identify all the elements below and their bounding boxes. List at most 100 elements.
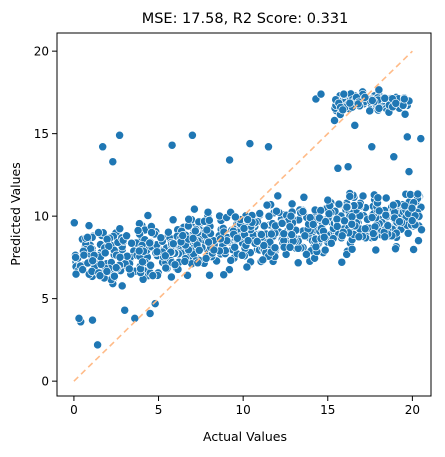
data-point [148,271,158,281]
reference-line [73,50,413,382]
data-point [102,266,112,276]
data-point [109,271,119,281]
data-point [345,191,355,201]
data-point [279,229,289,239]
data-point [264,142,273,152]
data-point [256,230,266,239]
data-point [202,225,212,235]
data-point [84,221,94,231]
data-point [388,200,398,210]
data-point [403,228,413,238]
data-point [272,206,281,216]
data-point [368,229,378,239]
data-point [311,242,321,252]
reference-line-group [73,50,413,382]
data-point [133,226,143,235]
data-point [230,242,240,252]
data-point [347,244,357,254]
data-point [152,247,162,257]
y-tick-label: 15 [34,127,49,141]
data-point [266,229,276,239]
data-point [252,236,262,246]
plot-frame [56,32,432,397]
data-point [189,204,199,214]
data-point [381,193,391,203]
data-point [190,226,200,236]
data-point [209,245,219,255]
data-point [402,132,412,142]
data-point [180,256,190,266]
data-point [115,130,125,140]
x-tick-label: 15 [320,403,335,417]
data-point [143,211,153,220]
data-point [330,116,339,125]
data-point [74,313,84,323]
data-point [374,103,384,113]
data-point [345,98,355,108]
data-point [145,309,155,318]
data-point [391,244,400,254]
scatter-points [69,85,426,350]
data-point [124,264,134,274]
y-tick-label: 0 [41,375,49,389]
data-point [93,340,103,350]
data-point [203,207,213,217]
data-point [98,142,108,152]
data-point [120,305,130,315]
data-point [134,246,144,256]
data-point [332,221,342,231]
data-point [79,250,89,260]
data-point [94,228,103,237]
data-point [95,271,105,281]
data-point [258,255,268,265]
data-point [88,315,97,325]
data-point [400,109,410,119]
x-axis-label: Actual Values [203,429,287,444]
data-point [111,263,121,273]
data-point [226,255,236,265]
data-point [319,232,329,242]
data-point [374,85,384,95]
data-point [287,230,297,240]
data-point [117,281,127,291]
data-point [326,238,336,248]
data-point [350,120,360,130]
data-point [78,265,88,275]
data-point [293,258,303,268]
data-point [337,231,347,241]
data-point [333,163,343,173]
y-tick-label: 10 [34,210,49,224]
data-point [201,253,211,263]
data-point [225,155,235,165]
data-point [371,245,381,255]
data-point [334,199,344,209]
data-point [88,256,98,266]
data-point [237,250,247,260]
data-point [339,89,349,99]
data-point [230,212,240,222]
data-point [145,238,155,248]
data-point [219,270,229,280]
data-point [360,224,370,234]
y-axis-label: Predicted Values [8,162,23,266]
data-point [338,105,348,115]
data-point [405,190,415,199]
data-point [243,215,253,225]
data-point [383,221,393,231]
data-point [404,167,414,177]
data-point [170,260,180,270]
data-point [416,134,426,144]
y-axis-ticks: 0 5 10 15 20 [34,45,57,389]
y-tick-label: 20 [34,45,49,59]
data-point [367,142,377,152]
data-point [194,245,204,255]
data-point [224,265,234,275]
y-tick-label: 5 [41,292,49,306]
data-point [381,210,391,220]
data-point [232,233,242,243]
data-point [184,214,194,224]
data-point [343,162,353,172]
data-point [127,238,137,248]
